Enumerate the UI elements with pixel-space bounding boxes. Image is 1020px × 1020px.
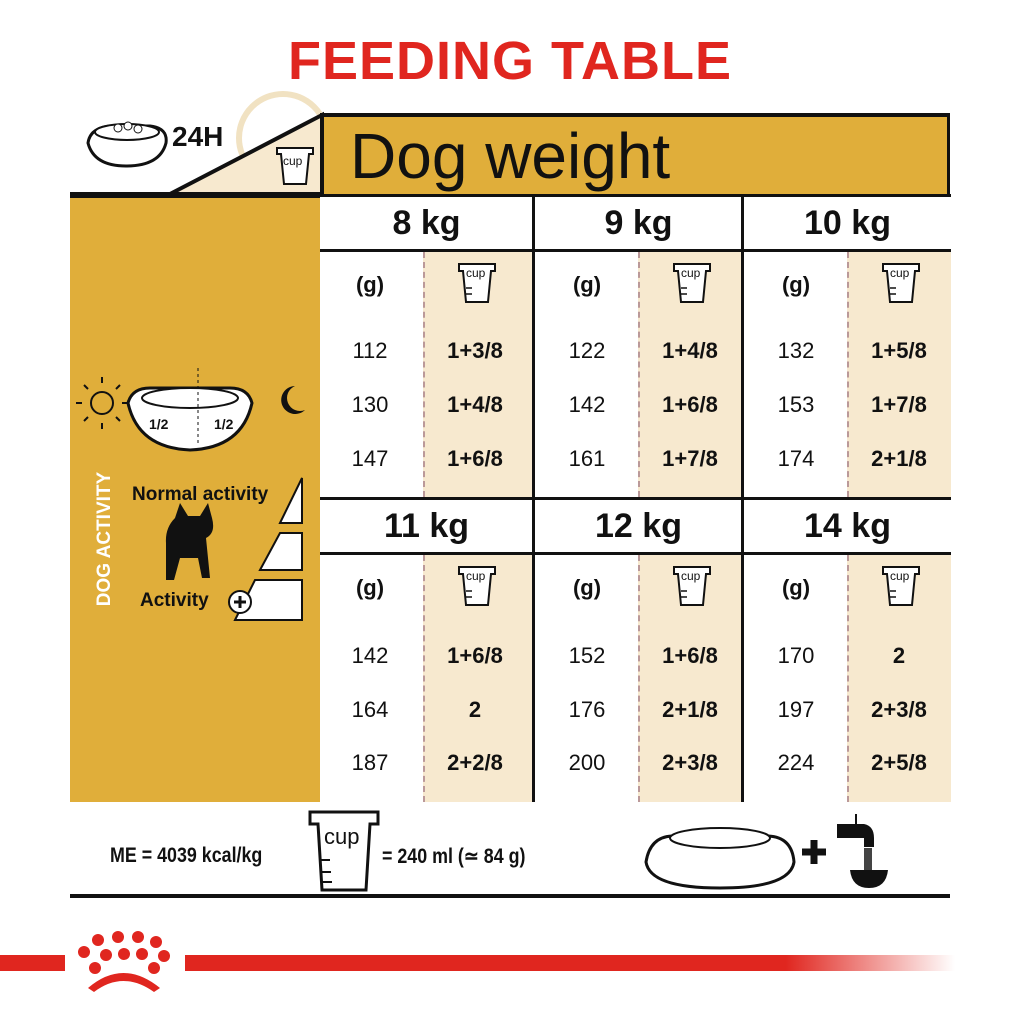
dog-activity-vertical-label: DOG ACTIVITY <box>94 471 115 607</box>
brand-bar <box>185 955 955 971</box>
grams-value: 197 <box>777 697 815 722</box>
sun-icon <box>76 377 128 429</box>
dog-weight-header: Dog weight <box>320 113 950 196</box>
cups-value: 1+5/8 <box>871 338 927 363</box>
grams-value: 224 <box>777 750 815 775</box>
activity-label: Activity <box>140 590 209 611</box>
grams-value: 187 <box>351 750 389 775</box>
energy-label: ME = 4039 kcal/kg <box>110 844 263 867</box>
grams-value: 142 <box>351 643 389 668</box>
cups-value: 1+6/8 <box>662 392 718 417</box>
cups-value: 2 <box>468 697 482 722</box>
cups-value: 1+4/8 <box>662 338 718 363</box>
cup-label: cup <box>890 569 910 583</box>
cups-value: 1+3/8 <box>447 338 503 363</box>
cup-icon: cup <box>881 262 921 309</box>
cup-icon: cup <box>457 565 497 612</box>
grams-value: 176 <box>568 697 606 722</box>
grams-value: 161 <box>568 446 606 471</box>
dog-weight-title: Dog weight <box>350 120 671 192</box>
cups-value: 1+6/8 <box>447 446 503 471</box>
grams-value: 112 <box>352 338 388 363</box>
cup-label: cup <box>283 154 303 168</box>
cup-label: cup <box>890 266 910 280</box>
weight-block: (g) cup 152 1+6/8 176 2+1/8 200 2+3/8 <box>532 555 742 802</box>
food-bowl-icon <box>126 368 254 452</box>
grams-header: (g) <box>781 272 811 297</box>
cups-value: 2+1/8 <box>871 446 927 471</box>
activity-panel: 1/2 1/2 Normal activity Activity DOG ACT… <box>70 194 322 802</box>
cups-value: 1+7/8 <box>871 392 927 417</box>
grams-value: 200 <box>568 750 606 775</box>
food-bowl-icon <box>86 121 168 168</box>
cups-value: 2+2/8 <box>447 750 503 775</box>
weight-block: (g) cup 132 1+5/8 153 1+7/8 174 2+1/8 <box>741 252 951 497</box>
cups-value: 2+3/8 <box>662 750 718 775</box>
weight-header: 8 kg <box>320 194 533 252</box>
feeding-grid: 8 kg (g) cup 112 1+3/8 130 1+4/8 147 1+6/8 9 kg (g… <box>320 194 951 802</box>
24h-label: 24H <box>172 121 224 152</box>
cup-icon: cup <box>672 262 712 309</box>
weight-header: 9 kg <box>532 194 742 252</box>
grams-header: (g) <box>355 575 385 600</box>
grams-value: 147 <box>351 446 389 471</box>
dog-silhouette-icon <box>165 503 214 580</box>
activity-steps-icon <box>233 477 303 621</box>
cup-icon: cup <box>881 565 921 612</box>
cups-value: 1+6/8 <box>662 643 718 668</box>
grams-value: 152 <box>568 643 606 668</box>
grams-value: 153 <box>777 392 815 417</box>
grams-value: 130 <box>351 392 389 417</box>
royal-canin-crown-logo <box>78 931 170 992</box>
weight-header: 10 kg <box>741 194 951 252</box>
water-tap-icon <box>837 814 888 888</box>
cups-value: 2 <box>892 643 906 668</box>
weight-block: (g) cup 122 1+4/8 142 1+6/8 161 1+7/8 <box>532 252 742 497</box>
grams-value: 132 <box>777 338 815 363</box>
weight-block: (g) cup 142 1+6/8 164 2 187 2+2/8 <box>320 555 533 802</box>
grams-header: (g) <box>781 575 811 600</box>
bowl-and-water-icon <box>644 814 888 890</box>
plus-circle-icon <box>228 590 252 614</box>
half-left: 1/2 <box>149 416 169 432</box>
cup-label: cup <box>466 569 486 583</box>
footer-row: ME = 4039 kcal/kg cup = 240 ml (≃ 84 g) <box>70 802 950 898</box>
cups-value: 1+7/8 <box>662 446 718 471</box>
grams-value: 164 <box>351 697 389 722</box>
cup-icon <box>308 810 380 892</box>
cups-value: 2+1/8 <box>662 697 718 722</box>
cups-value: 2+5/8 <box>871 750 927 775</box>
weight-block: (g) cup 170 2 197 2+3/8 224 2+5/8 <box>741 555 951 802</box>
plus-icon <box>802 840 826 864</box>
cup-icon: cup <box>457 262 497 309</box>
cups-value: 2+3/8 <box>871 697 927 722</box>
grams-value: 122 <box>568 338 606 363</box>
page-title: FEEDING TABLE <box>288 31 732 91</box>
weight-header: 14 kg <box>741 497 951 555</box>
weight-block: (g) cup 112 1+3/8 130 1+4/8 147 1+6/8 <box>320 252 533 497</box>
cup-icon: cup <box>672 565 712 612</box>
grams-value: 174 <box>777 446 815 471</box>
cup-label: cup <box>681 266 701 280</box>
grams-header: (g) <box>355 272 385 297</box>
food-bowl-icon <box>644 827 796 890</box>
grams-header: (g) <box>572 575 602 600</box>
grams-value: 170 <box>777 643 815 668</box>
cup-label: cup <box>681 569 701 583</box>
normal-activity-label: Normal activity <box>132 484 269 505</box>
half-right: 1/2 <box>214 416 234 432</box>
brand-bar-left <box>0 955 65 971</box>
moon-icon <box>281 386 305 414</box>
cup-equivalent-label: = 240 ml (≃ 84 g) <box>382 845 526 868</box>
cup-icon <box>276 147 314 185</box>
cups-value: 1+6/8 <box>447 643 503 668</box>
weight-header: 11 kg <box>320 497 533 555</box>
cup-label: cup <box>466 266 486 280</box>
cups-value: 1+4/8 <box>447 392 503 417</box>
grams-value: 142 <box>568 392 606 417</box>
cup-label: cup <box>324 824 360 849</box>
grams-header: (g) <box>572 272 602 297</box>
weight-header: 12 kg <box>532 497 742 555</box>
